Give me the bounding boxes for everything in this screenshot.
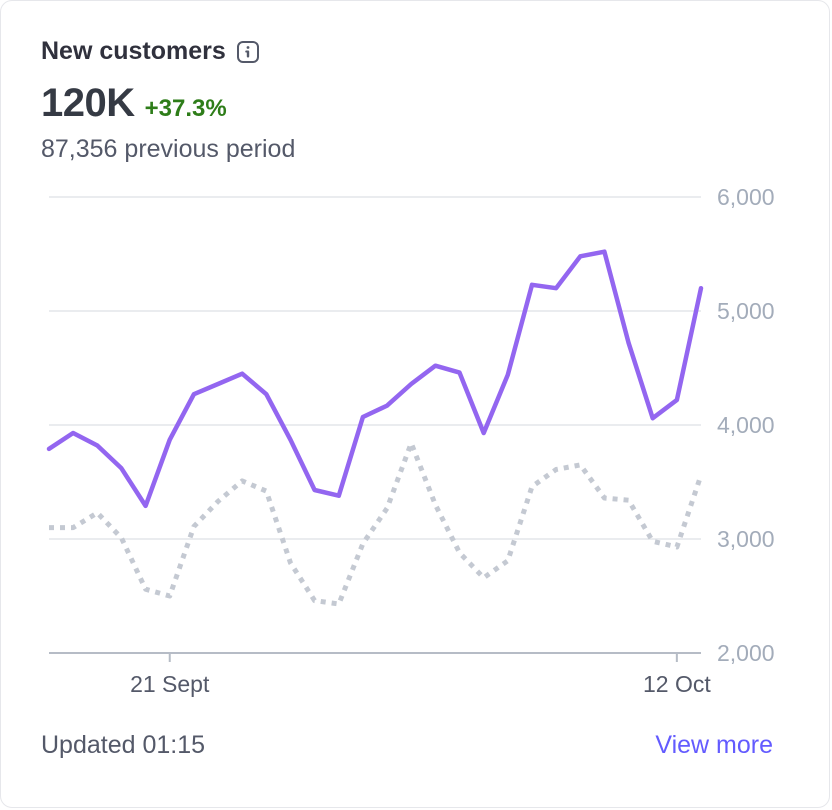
x-tick-label: 12 Oct xyxy=(643,671,711,697)
y-tick-label: 5,000 xyxy=(717,298,775,324)
series-previous-line xyxy=(49,440,704,607)
y-tick-label: 4,000 xyxy=(717,412,775,438)
y-tick-label: 6,000 xyxy=(717,184,775,210)
value-row: 120K +37.3% xyxy=(41,81,227,126)
info-icon[interactable] xyxy=(236,40,260,64)
view-more-link[interactable]: View more xyxy=(655,731,773,759)
card-title: New customers xyxy=(41,37,226,65)
previous-period-value: 87,356 previous period xyxy=(41,135,296,163)
metric-value: 120K xyxy=(41,81,135,125)
y-tick-label: 2,000 xyxy=(717,640,775,666)
metric-delta: +37.3% xyxy=(144,95,227,122)
title-row: New customers xyxy=(41,37,260,66)
updated-time: Updated 01:15 xyxy=(41,731,206,759)
series-current-line xyxy=(46,249,704,509)
line-chart: 2,000 3,000 4,000 5,000 6,000 21 Sept 12 Oct xyxy=(46,184,775,697)
y-tick-label: 3,000 xyxy=(717,526,775,552)
x-tick-label: 21 Sept xyxy=(130,671,210,697)
